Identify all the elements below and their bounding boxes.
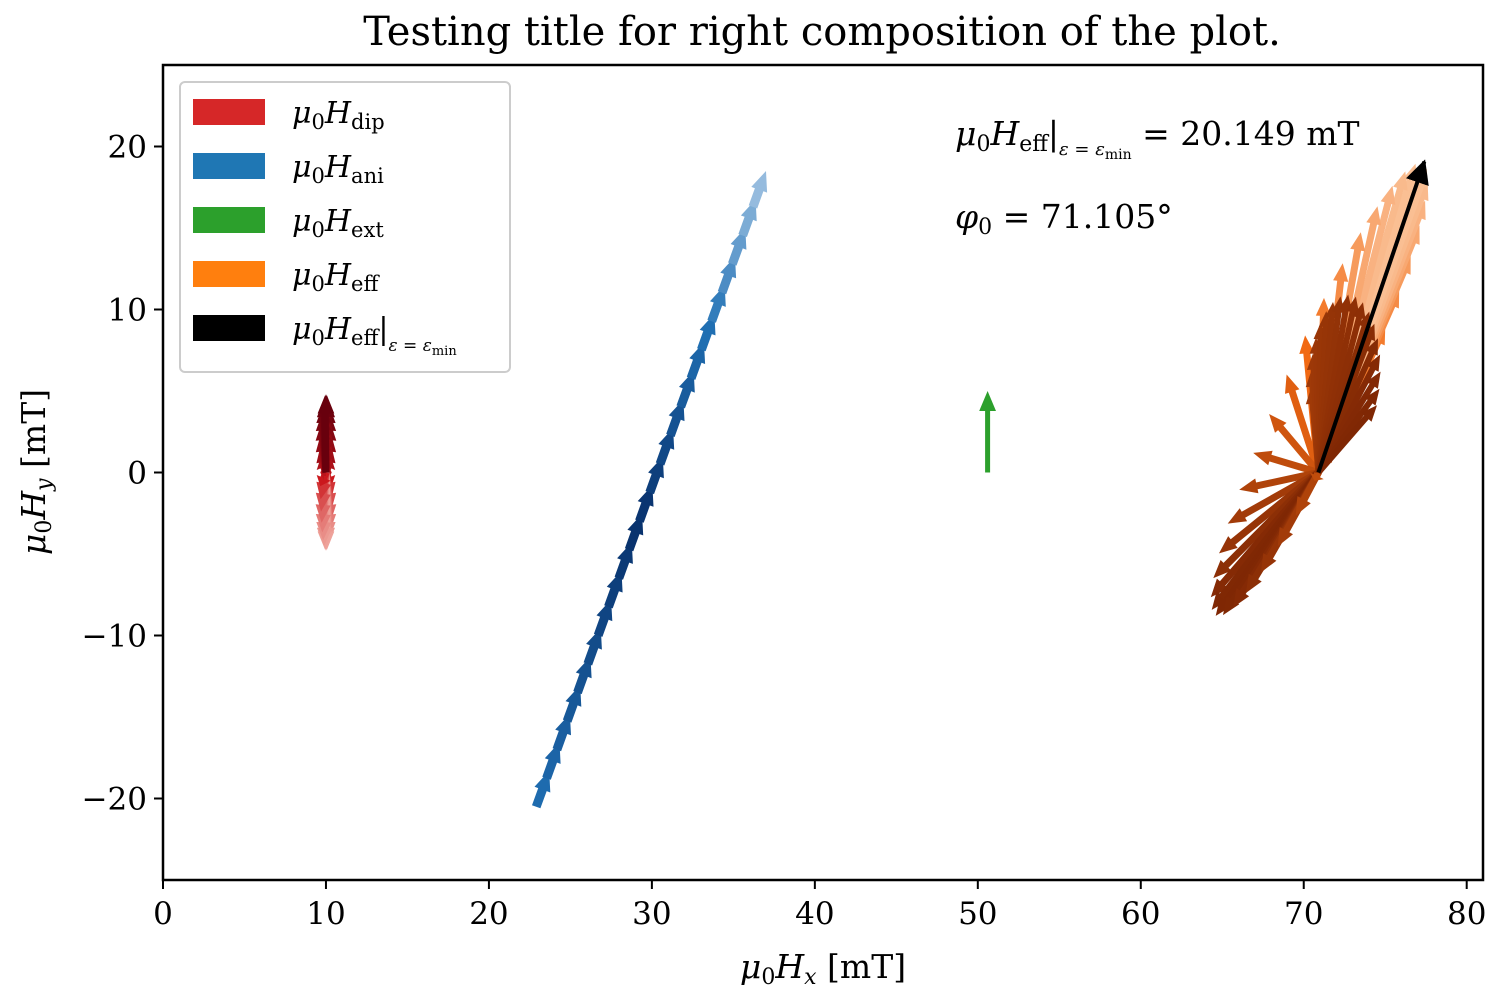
y-axis-label: μ0Hy [mT] [14, 389, 57, 555]
eff-min-arrow [1316, 159, 1429, 474]
ani-arrow [655, 428, 675, 466]
legend-swatch [193, 207, 265, 233]
x-tick-label: 20 [469, 896, 508, 932]
ani-arrow [645, 456, 664, 495]
y-tick-label: 10 [108, 293, 147, 329]
ani-arrow [717, 256, 737, 295]
annotation-heff-min: μ0Heff|ε = εmin = 20.149 mT [955, 114, 1360, 163]
svg-text:μ0Heff|ε = εmin = 20.149 mT: μ0Heff|ε = εmin = 20.149 mT [955, 114, 1360, 163]
ani-arrow [676, 370, 695, 409]
ani-arrow [593, 599, 613, 637]
ani-arrow [707, 285, 726, 323]
ani-arrow [583, 628, 602, 666]
y-tick-label: 20 [108, 130, 147, 166]
eff-arrow [1295, 470, 1322, 516]
ani-arrow [532, 770, 551, 809]
eff-arrow [1315, 294, 1353, 473]
legend-swatch [193, 153, 265, 179]
eff-arrow [1253, 450, 1320, 476]
legend-label: μ0Heff|ε = εmin [292, 312, 457, 359]
ani-arrow [573, 656, 592, 695]
ani-arrow [697, 313, 716, 352]
legend-label: μ0Hext [292, 204, 384, 242]
ani-arrow [738, 199, 757, 237]
eff-arrow [1315, 302, 1366, 474]
legend-label: μ0Hdip [292, 96, 385, 134]
x-tick-label: 70 [1284, 896, 1323, 932]
x-tick-label: 40 [795, 896, 834, 932]
eff-arrow [1227, 469, 1321, 524]
eff-arrow [1269, 414, 1322, 475]
eff-arrow [1239, 469, 1320, 494]
eff-arrow [1219, 469, 1321, 554]
ani-arrow [666, 399, 685, 437]
ani-arrow [562, 685, 582, 723]
x-tick-label: 50 [958, 896, 997, 932]
arrow-fields [315, 159, 1429, 809]
ext-arrow [979, 391, 996, 473]
eff-arrow [1316, 405, 1377, 475]
legend-label: μ0Heff [292, 258, 380, 296]
x-tick-label: 30 [632, 896, 671, 932]
x-tick-label: 80 [1447, 896, 1486, 932]
ani-arrow [604, 570, 623, 609]
eff-arrow [1315, 354, 1381, 474]
ani-arrow [552, 713, 571, 752]
x-tick-label: 60 [1121, 896, 1160, 932]
eff-arrow [1315, 311, 1371, 474]
dip-arrow [317, 395, 333, 473]
y-tick-label: −20 [82, 782, 147, 818]
dip-arrow [316, 471, 332, 500]
legend-swatch [193, 315, 265, 341]
eff-arrow [1285, 374, 1322, 474]
ani-arrow [542, 742, 561, 780]
legend-swatch [193, 99, 265, 125]
ani-arrow [686, 342, 706, 380]
x-tick-label: 10 [306, 896, 345, 932]
ani-arrow [624, 513, 644, 552]
ani-arrow [748, 171, 768, 209]
axis-ticks: 0 10 20 30 40 50 60 70 80 −20 −10 0 10 20 [82, 130, 1487, 933]
y-tick-label: −10 [82, 619, 147, 655]
ani-arrow [614, 542, 633, 580]
legend-label: μ0Hani [292, 150, 384, 188]
x-tick-label: 0 [153, 896, 173, 932]
legend: μ0Hdip μ0Hani μ0Hext μ0Heff μ0Heff|ε = εmin [179, 81, 511, 373]
x-axis-label: μ0Hx [mT] [740, 947, 906, 990]
ani-arrow [728, 228, 747, 266]
ani-arrow [635, 485, 654, 523]
annotation-phi0: φ0 = 71.105° [955, 197, 1173, 240]
eff-arrow [1315, 296, 1360, 474]
eff-arrow [1315, 371, 1381, 475]
svg-text:φ0 = 71.105°: φ0 = 71.105° [955, 197, 1173, 240]
chart-title: Testing title for right composition of t… [363, 9, 1281, 55]
legend-swatch [193, 261, 265, 287]
y-tick-label: 0 [127, 456, 147, 492]
